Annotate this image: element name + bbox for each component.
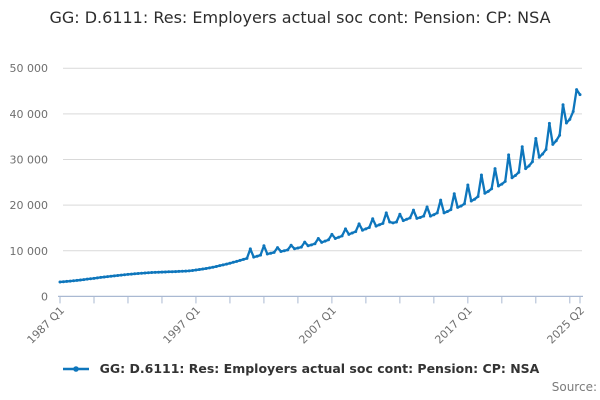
svg-text:1987 Q1: 1987 Q1 [25,304,68,347]
series-line [58,88,582,284]
svg-text:2025 Q2: 2025 Q2 [545,304,588,347]
svg-text:10 000: 10 000 [10,245,49,258]
x-axis-ticks [59,296,581,304]
x-axis-labels: 1987 Q1 1997 Q1 2007 Q1 2017 Q1 2025 Q2 [25,304,588,347]
svg-text:2007 Q1: 2007 Q1 [296,304,339,347]
svg-text:20 000: 20 000 [10,199,49,212]
chart-title: GG: D.6111: Res: Employers actual soc co… [49,8,551,27]
legend: GG: D.6111: Res: Employers actual soc co… [0,361,600,376]
source-note: Source: [551,380,597,394]
svg-text:0: 0 [41,290,48,303]
legend-label: GG: D.6111: Res: Employers actual soc co… [99,361,540,376]
svg-text:40 000: 40 000 [10,108,49,121]
svg-text:30 000: 30 000 [10,153,49,166]
y-axis-labels: 0 10 000 20 000 30 000 40 000 50 000 [10,62,49,303]
gridlines [63,67,582,252]
series-point-markers [58,88,582,284]
svg-text:2017 Q1: 2017 Q1 [432,304,475,347]
svg-text:50 000: 50 000 [10,62,49,75]
legend-line-marker-icon [62,365,89,372]
svg-text:1997 Q1: 1997 Q1 [161,304,204,347]
